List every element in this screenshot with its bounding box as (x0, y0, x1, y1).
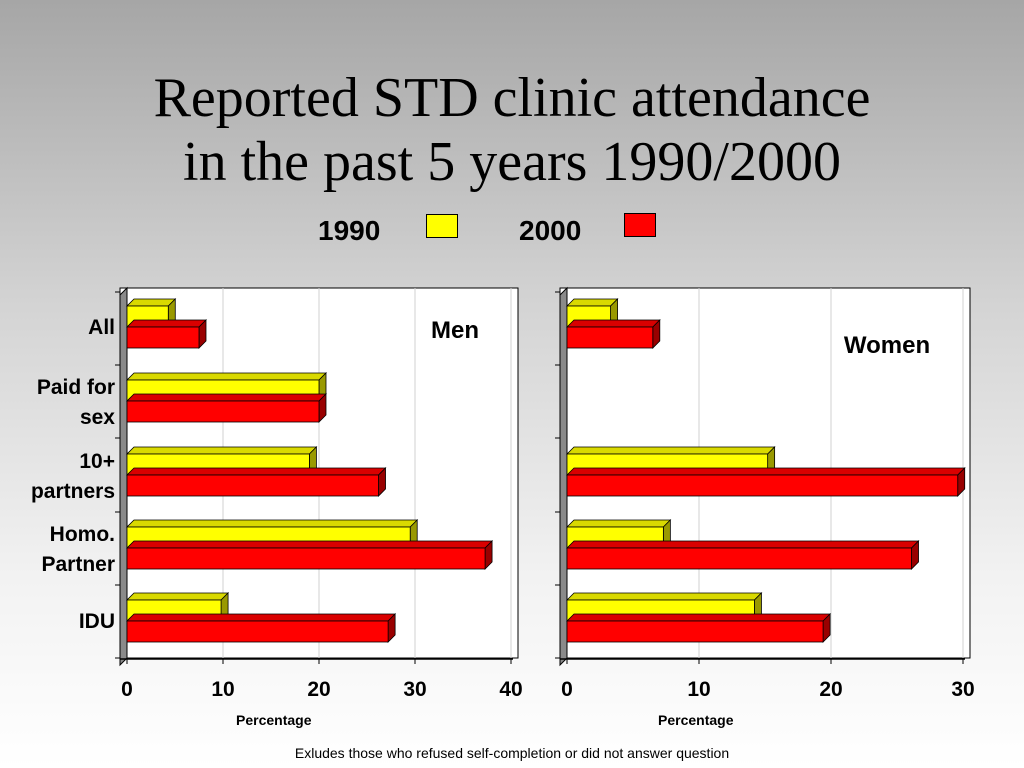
category-label: Partner (41, 553, 115, 576)
bar-top-face (566, 467, 966, 476)
bar-top-face (126, 446, 318, 455)
bar-2000-homo-partner (126, 540, 494, 570)
bar-top-face (126, 298, 177, 307)
bar-front-face (566, 474, 959, 497)
x-tick-label: 20 (819, 678, 842, 701)
x-tick-label: 10 (687, 678, 710, 701)
bar-front-face (126, 326, 200, 349)
bar-front-face (126, 620, 389, 643)
bar-top-face (126, 540, 494, 549)
bar-top-face (566, 319, 661, 328)
bar-front-face (566, 326, 654, 349)
bar-2000-homo-partner (566, 540, 920, 570)
bar-top-face (566, 519, 672, 528)
bar-top-face (126, 519, 419, 528)
bar-front-face (566, 547, 912, 570)
chart-title: Reported STD clinic attendance in the pa… (0, 66, 1024, 194)
legend-swatch-2000 (624, 213, 656, 237)
category-label: All (88, 316, 115, 339)
legend-swatch-1990 (426, 214, 458, 238)
x-tick-label: 20 (307, 678, 330, 701)
men-chart: 0 10 20 30 40 Men All Paid for sex 10+ partners Hom… (31, 286, 523, 701)
category-label: IDU (79, 610, 115, 633)
bar-top-face (126, 393, 327, 402)
category-label: sex (80, 406, 115, 429)
plot-side-wall (559, 286, 568, 667)
legend-label-2000: 2000 (519, 215, 582, 246)
panel-title: Men (431, 317, 479, 344)
bar-top-face (566, 446, 776, 455)
bar-top-face (126, 613, 397, 622)
plot-side-wall (119, 286, 128, 667)
bar-2000-paid-for-sex (126, 393, 327, 423)
bar-2000-idu (126, 613, 397, 643)
bar-top-face (126, 319, 207, 328)
chart-title-line-2: in the past 5 years 1990/2000 (183, 131, 841, 193)
x-tick-label: 40 (499, 678, 522, 701)
bar-2000-10-partners (126, 467, 387, 497)
men-x-axis-title: Percentage (236, 712, 312, 728)
category-label: Paid for (37, 376, 115, 399)
bar-front-face (126, 400, 320, 423)
bar-front-face (126, 474, 379, 497)
bar-2000-all (126, 319, 207, 349)
women-chart: 0 10 20 30 Women (555, 286, 975, 701)
panel-title: Women (844, 332, 930, 359)
x-tick-label: 0 (561, 678, 573, 701)
bar-2000-10-partners (566, 467, 966, 497)
footnote: Exludes those who refused self-completio… (294, 745, 730, 761)
bar-top-face (126, 467, 387, 476)
chart-title-line-1: Reported STD clinic attendance (153, 67, 871, 129)
x-tick-label: 30 (403, 678, 426, 701)
category-label: 10+ (79, 450, 115, 473)
bar-top-face (566, 298, 619, 307)
bar-top-face (566, 540, 920, 549)
x-tick-label: 30 (951, 678, 974, 701)
bar-front-face (566, 620, 824, 643)
category-label: Homo. (50, 523, 115, 546)
x-tick-label: 0 (121, 678, 133, 701)
category-label: partners (31, 480, 115, 503)
women-x-axis-title: Percentage (658, 712, 734, 728)
bar-top-face (126, 372, 327, 381)
bar-2000-idu (566, 613, 832, 643)
bar-top-face (566, 613, 832, 622)
bar-2000-all (566, 319, 661, 349)
legend-label-1990: 1990 (318, 215, 381, 246)
bar-top-face (566, 592, 763, 601)
x-tick-label: 10 (211, 678, 234, 701)
bar-top-face (126, 592, 230, 601)
bar-front-face (126, 547, 486, 570)
